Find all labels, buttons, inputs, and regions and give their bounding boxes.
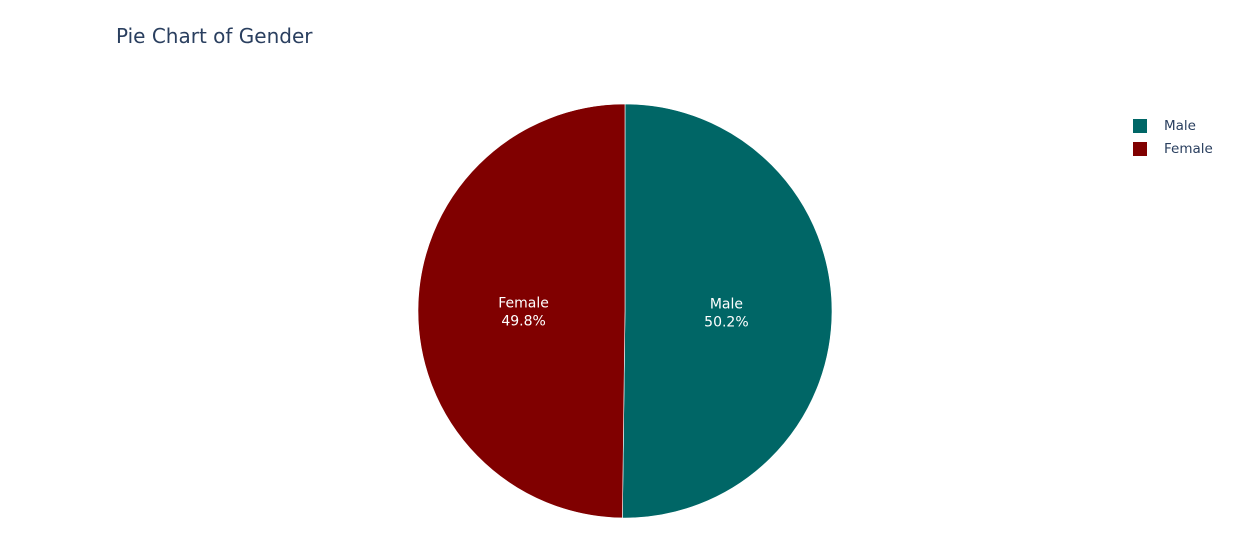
slice-label-male: Male bbox=[710, 297, 743, 313]
legend-item-male[interactable]: Male bbox=[1133, 114, 1213, 137]
legend-swatch-male bbox=[1133, 118, 1147, 133]
slice-percent-female: 49.8% bbox=[501, 313, 545, 329]
pie-slice-male[interactable] bbox=[622, 103, 833, 519]
chart-title: Pie Chart of Gender bbox=[116, 24, 313, 48]
legend-label-male: Male bbox=[1164, 117, 1196, 134]
legend-label-female: Female bbox=[1164, 140, 1213, 157]
legend-item-female[interactable]: Female bbox=[1133, 137, 1213, 160]
legend-swatch-female bbox=[1133, 141, 1147, 156]
slice-label-female: Female bbox=[498, 295, 549, 311]
legend: Male Female bbox=[1133, 114, 1213, 160]
pie-slice-female[interactable] bbox=[417, 103, 626, 519]
slice-percent-male: 50.2% bbox=[704, 315, 748, 331]
